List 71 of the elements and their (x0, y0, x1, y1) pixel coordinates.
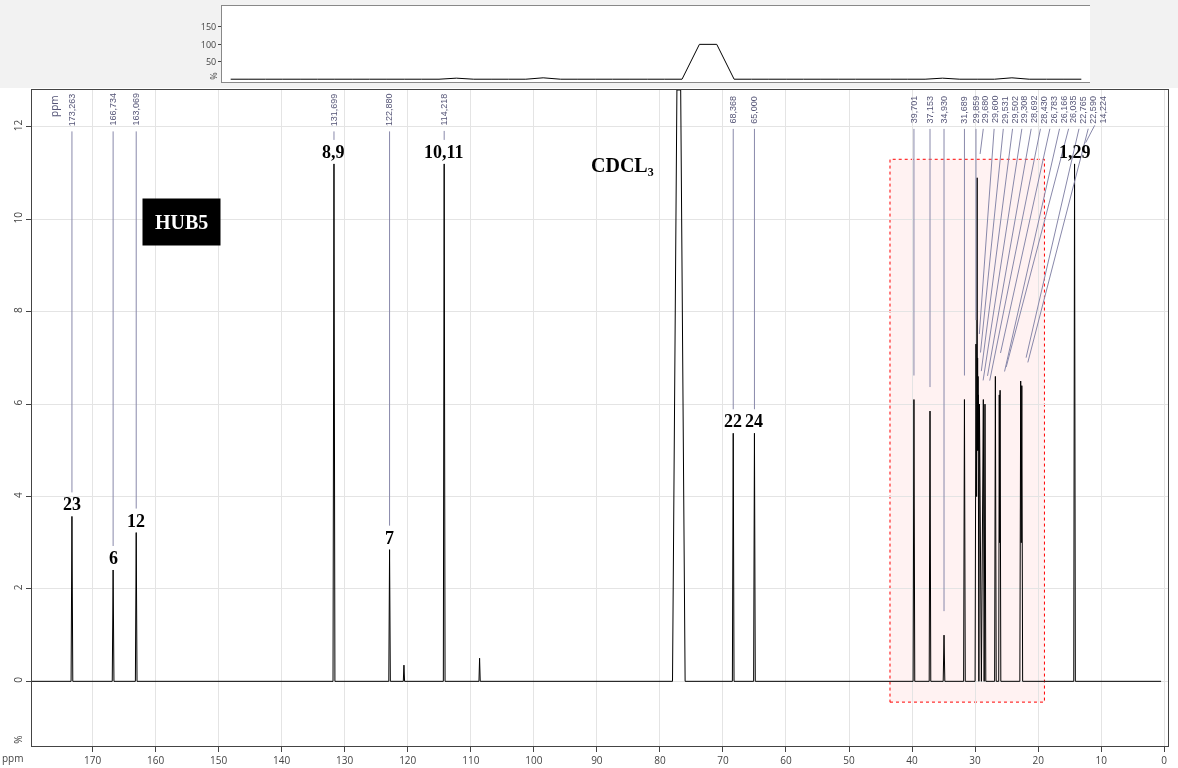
y-tick-label: 150 (200, 20, 217, 34)
x-tick-label: 30 (969, 753, 982, 767)
annotation: 65,000 (749, 96, 760, 124)
annotation: 37,153 (924, 95, 935, 124)
annotation: 12 (127, 511, 145, 531)
y-axis-title: % (206, 72, 220, 80)
annotation: 22 (724, 411, 742, 431)
annotation: 26,035 (1068, 95, 1079, 124)
y-tick-label: 10 (11, 211, 25, 224)
x-tick-label: 150 (210, 753, 228, 767)
annotation: 26,166 (1058, 95, 1069, 124)
y-tick-label: 4 (11, 491, 25, 498)
y-tick-label: 8 (11, 307, 25, 314)
x-tick-label: 0 (1161, 753, 1168, 767)
annotation: 8,9 (322, 142, 345, 162)
annotation: 7 (385, 528, 394, 548)
annotation: 34,930 (938, 95, 949, 124)
annotation: 29,531 (999, 96, 1010, 124)
y-tick-label: 50 (205, 54, 217, 68)
annotation: 24 (745, 411, 763, 431)
annotation: 29,308 (1019, 95, 1030, 124)
x-tick-label: 80 (654, 753, 666, 767)
y-tick-label: 0 (11, 676, 25, 683)
line-series (230, 43, 1082, 80)
annotation: 26,783 (1048, 96, 1059, 124)
annotation: 122,880 (384, 93, 395, 126)
annotation: 29,600 (990, 95, 1001, 123)
annotation: 29,680 (980, 95, 991, 124)
annotation: ppm (47, 95, 62, 117)
x-tick-label: 120 (399, 753, 417, 767)
annotation: 1,29 (1059, 142, 1091, 162)
x-tick-label: 140 (273, 753, 291, 767)
annotation: 14,224 (1097, 95, 1108, 124)
y-tick-label: 100 (200, 37, 217, 51)
y-axis-title: % (10, 735, 25, 744)
x-tick-label: 70 (717, 753, 729, 767)
x-tick-label: 50 (843, 753, 856, 767)
x-tick-label: 10 (1095, 753, 1108, 767)
annotation: 68,368 (727, 96, 738, 124)
x-tick-label: 160 (146, 753, 165, 767)
annotation: 22,590 (1087, 96, 1098, 124)
annotation: 114,218 (438, 93, 449, 126)
annotation: 29,502 (1009, 95, 1020, 124)
x-tick-label: 100 (525, 753, 543, 767)
annotation: HUB5 (155, 211, 209, 233)
annotation: CDCL₃ (591, 154, 654, 176)
y-tick-label: 2 (11, 584, 25, 591)
annotation: 173,263 (66, 93, 77, 127)
annotation: 39,701 (908, 95, 919, 124)
annotation: 10,11 (424, 142, 464, 162)
annotation: 163,069 (130, 93, 141, 126)
annotation: 131,699 (328, 93, 339, 127)
x-tick-label: 20 (1032, 753, 1045, 767)
annotation: 31,689 (959, 96, 970, 124)
x-tick-label: 110 (462, 753, 480, 767)
annotation: 29,859 (970, 95, 981, 124)
x-tick-label: 130 (336, 753, 354, 767)
x-tick-label: 90 (591, 753, 603, 767)
annotation: 6 (109, 548, 118, 568)
x-tick-label: 40 (906, 753, 919, 767)
line-series (32, 90, 1162, 682)
annotation: 28,692 (1029, 95, 1040, 124)
y-tick-label: 12 (11, 119, 25, 132)
x-tick-label: 60 (780, 753, 792, 767)
annotation: 166,734 (107, 92, 118, 126)
annotation: 23 (63, 494, 81, 514)
x-tick-label: 170 (83, 753, 102, 767)
annotation: 22,765 (1078, 96, 1089, 124)
annotation: 28,430 (1038, 96, 1049, 124)
y-tick-label: 6 (11, 399, 25, 406)
x-axis-title: ppm (2, 751, 24, 765)
